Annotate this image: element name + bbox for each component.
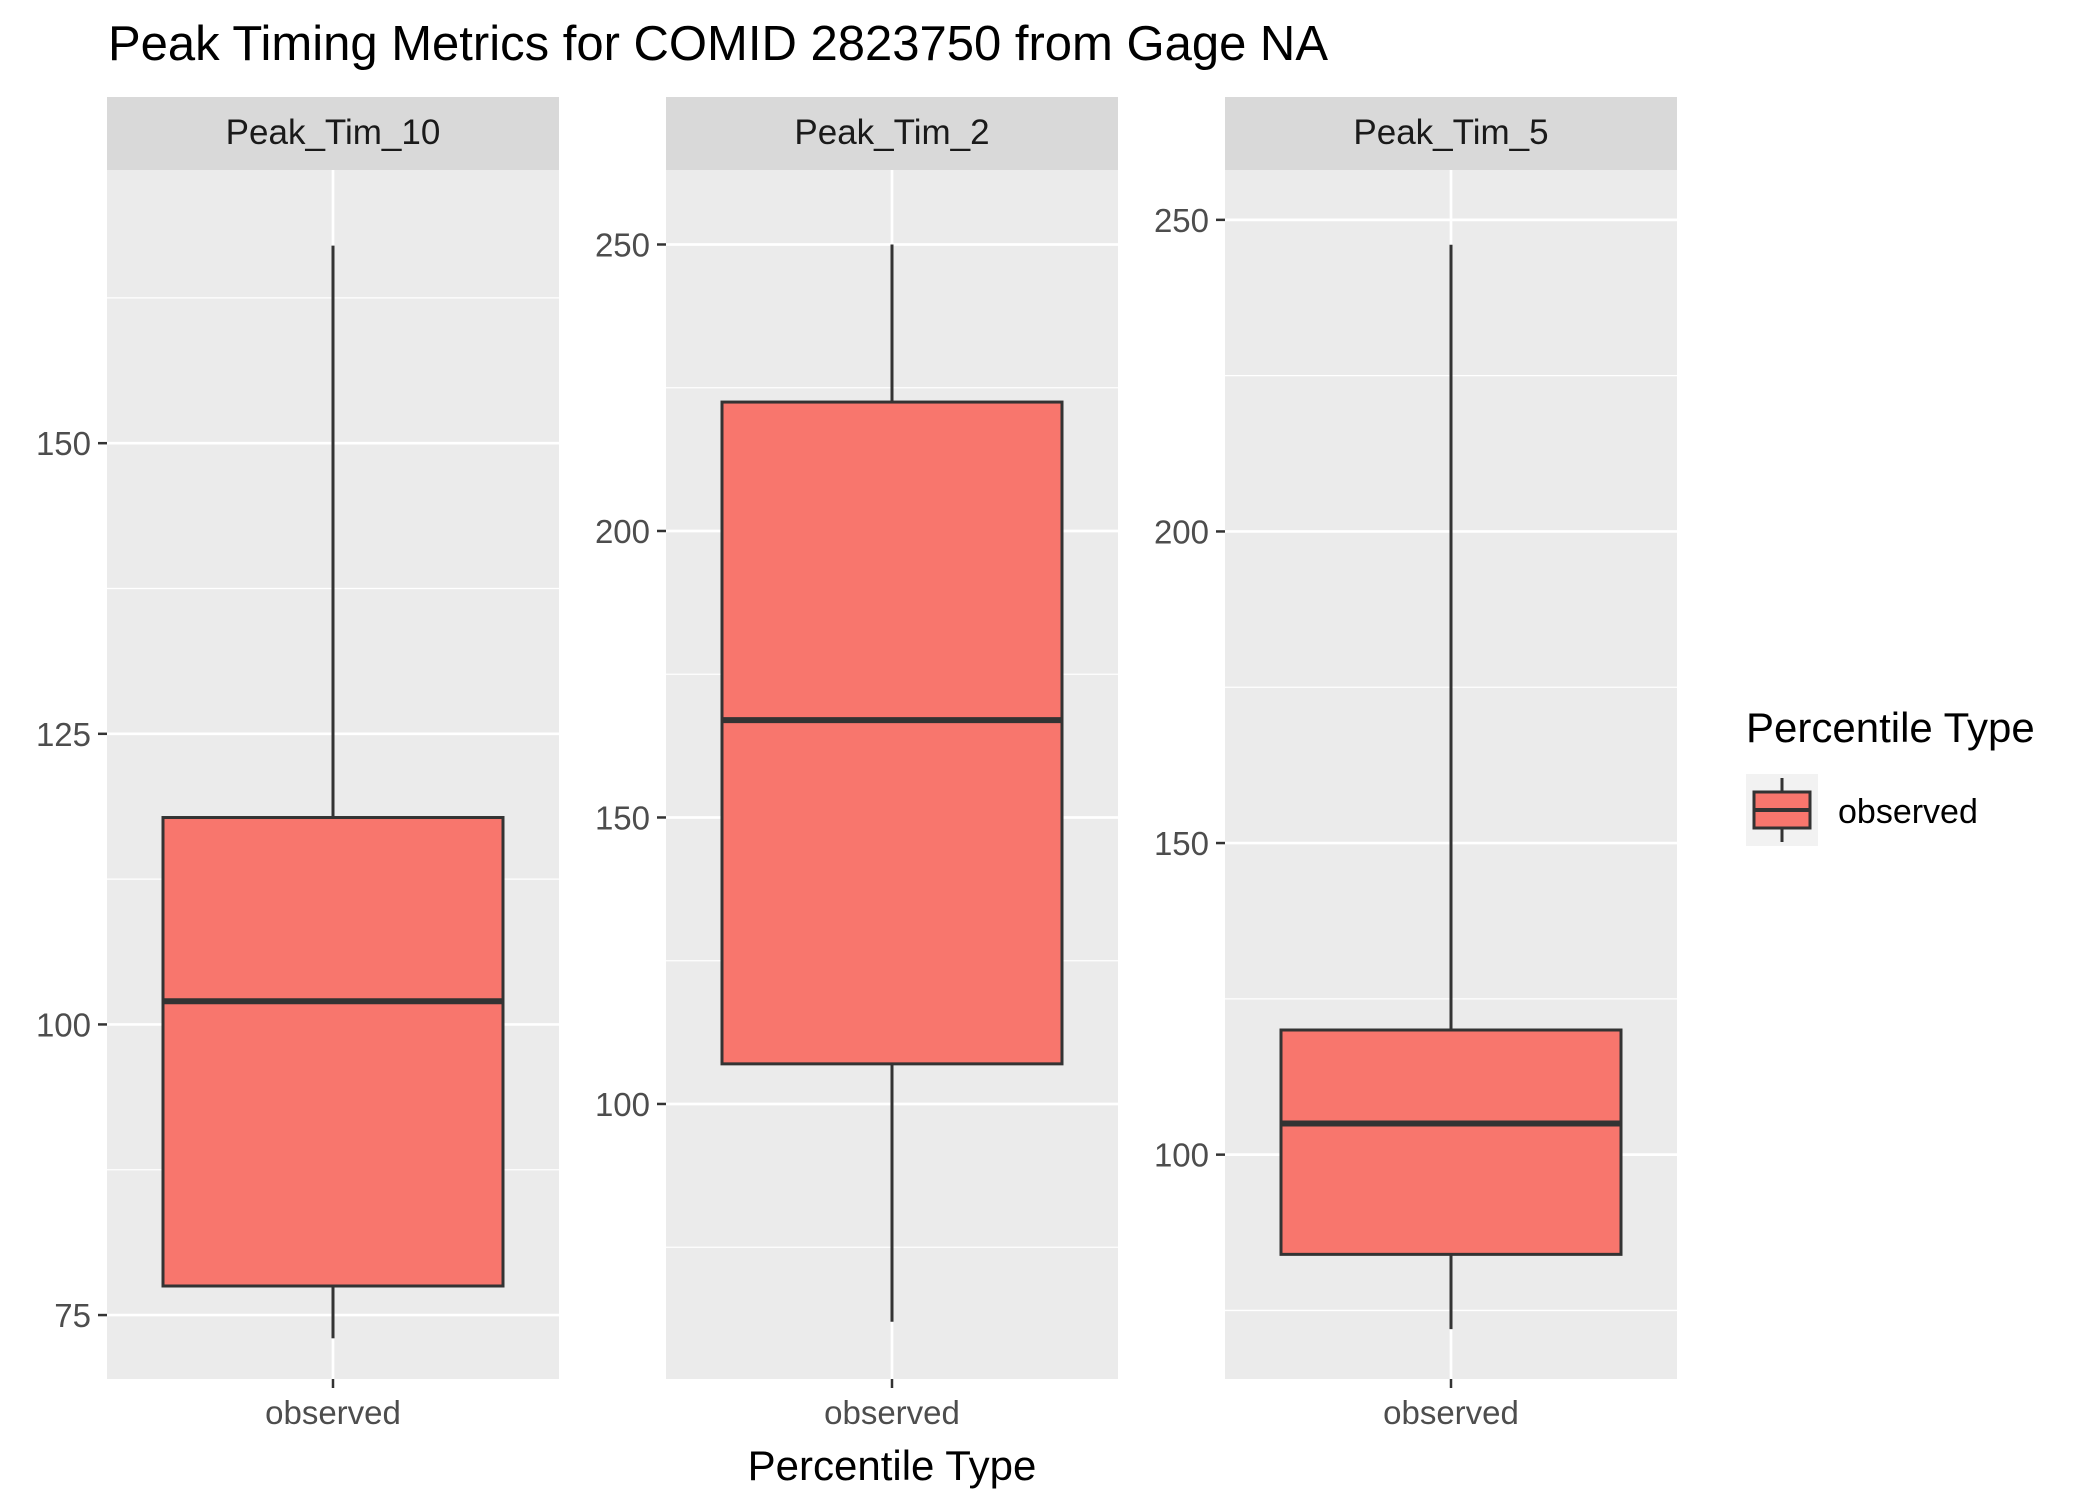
facet-strip	[107, 97, 559, 170]
x-tick-label: observed	[824, 1394, 960, 1431]
legend-items: observed	[1746, 774, 1978, 846]
y-tick-label: 250	[595, 226, 650, 263]
chart-title: Peak Timing Metrics for COMID 2823750 fr…	[108, 17, 1328, 71]
y-tick-label: 100	[595, 1086, 650, 1123]
box	[720, 400, 1064, 1066]
legend-title: Percentile Type	[1746, 704, 2035, 751]
facet-strip	[666, 97, 1118, 170]
facet-strip-label: Peak_Tim_2	[794, 113, 989, 152]
y-tick-label: 125	[36, 716, 91, 753]
facet-panel: Peak_Tim_2 100 150 200 250 observed	[595, 97, 1118, 1431]
legend-item-label: observed	[1838, 793, 1978, 831]
facet-strip	[1225, 97, 1677, 170]
y-tick-label: 150	[595, 799, 650, 836]
y-tick-label: 150	[36, 425, 91, 462]
box	[161, 816, 505, 1288]
box	[1279, 1028, 1623, 1256]
y-tick-label: 200	[1154, 513, 1209, 550]
x-axis-title: Percentile Type	[748, 1442, 1037, 1489]
x-tick-label: observed	[265, 1394, 401, 1431]
y-tick-label: 150	[1154, 825, 1209, 862]
facets: Peak_Tim_1075100125150observedPeak_Tim_2…	[36, 97, 1677, 1431]
y-tick-label: 75	[54, 1297, 91, 1334]
facet-strip-label: Peak_Tim_5	[1353, 113, 1548, 152]
facet-strip-label: Peak_Tim_10	[226, 113, 441, 152]
y-tick-label: 250	[1154, 202, 1209, 239]
legend: Percentile Type observed	[1746, 704, 2035, 846]
facet-panel: Peak_Tim_10 75 100 125 150 observed	[36, 97, 559, 1431]
facet-panel: Peak_Tim_5 100 150 200 250 observed	[1154, 97, 1677, 1431]
y-tick-label: 200	[595, 513, 650, 550]
y-tick-label: 100	[36, 1006, 91, 1043]
x-tick-label: observed	[1383, 1394, 1519, 1431]
y-tick-label: 100	[1154, 1137, 1209, 1174]
